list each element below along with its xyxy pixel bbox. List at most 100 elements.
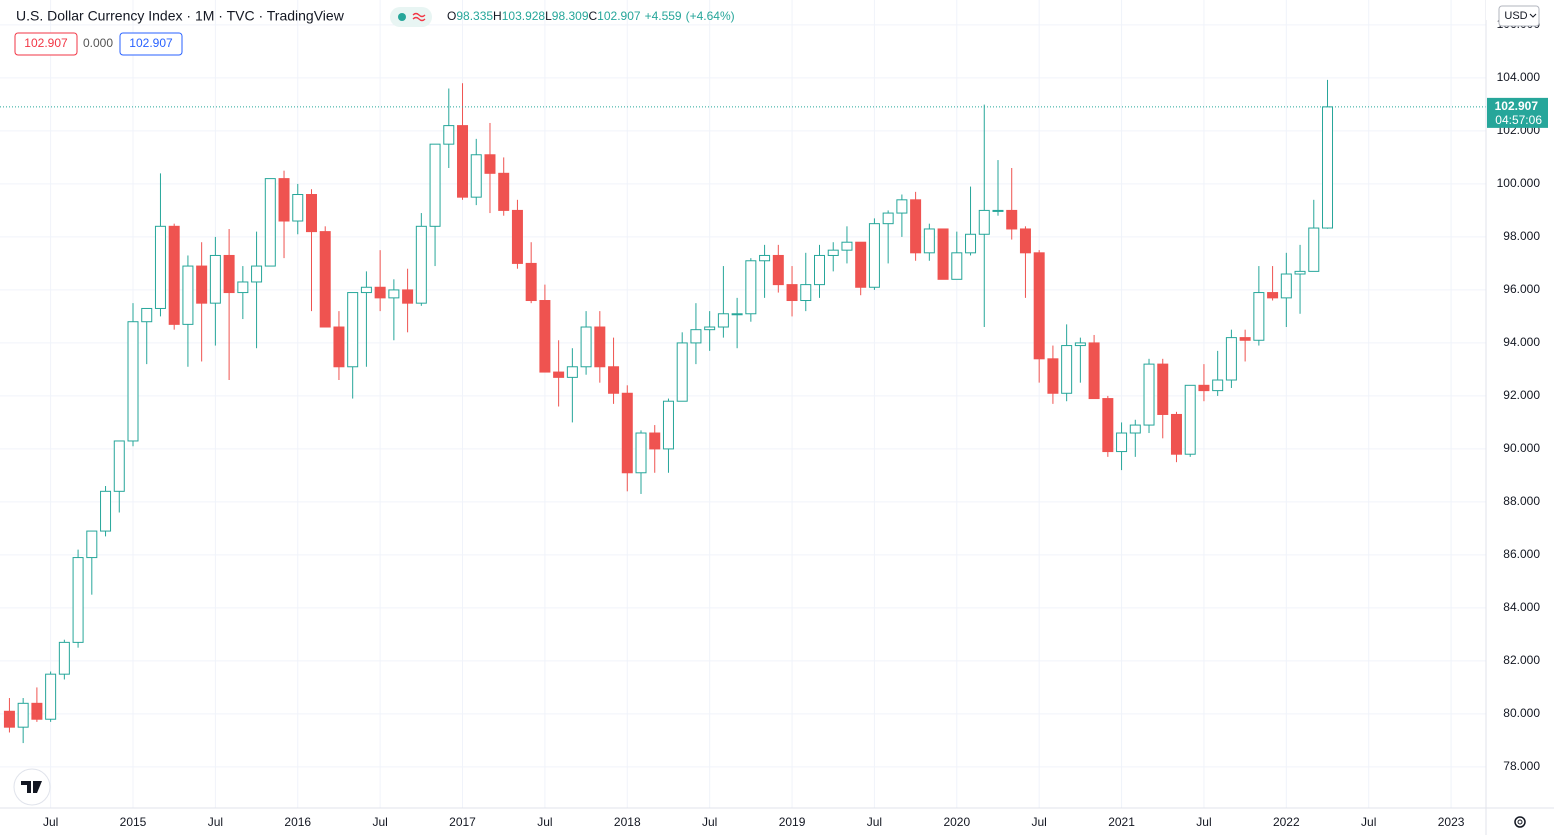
candle-body bbox=[1102, 398, 1114, 453]
candle-body bbox=[745, 260, 757, 315]
candle-body bbox=[1047, 358, 1059, 394]
value-box-label: 0.000 bbox=[83, 36, 113, 50]
x-tick-label: 2015 bbox=[120, 815, 147, 829]
candle-body bbox=[965, 233, 977, 254]
candle-body bbox=[223, 254, 235, 294]
candle-body bbox=[1267, 292, 1279, 299]
y-tick-label: 100.000 bbox=[1497, 176, 1541, 190]
x-tick-label: Jul bbox=[537, 815, 552, 829]
y-tick-label: 90.000 bbox=[1503, 441, 1540, 455]
candle-body bbox=[415, 225, 427, 304]
candle-body bbox=[196, 265, 208, 304]
candle-body bbox=[786, 284, 798, 302]
candle-body bbox=[594, 326, 606, 368]
y-tick-label: 96.000 bbox=[1503, 282, 1540, 296]
candle-body bbox=[209, 254, 221, 304]
candle-body bbox=[923, 228, 935, 254]
value-box bbox=[14, 32, 78, 56]
chart-title[interactable]: U.S. Dollar Currency Index · 1M · TVC · … bbox=[16, 8, 345, 24]
candle-body bbox=[388, 289, 400, 299]
y-tick-label: 84.000 bbox=[1503, 600, 1540, 614]
grid bbox=[0, 0, 1486, 808]
candle-body bbox=[690, 329, 702, 344]
y-tick-label: 94.000 bbox=[1503, 335, 1540, 349]
candle-body bbox=[1019, 228, 1031, 254]
candle-body bbox=[1129, 424, 1141, 434]
candle-body bbox=[1033, 252, 1045, 360]
candle-body bbox=[141, 307, 153, 323]
candle-body bbox=[882, 212, 894, 225]
axes: 78.000 80.000 82.000 84.000 86.000 88.000 90.0… bbox=[43, 17, 1548, 829]
last-price-box bbox=[1487, 97, 1548, 128]
candle-body bbox=[1088, 342, 1100, 400]
candle-body bbox=[498, 172, 510, 211]
candle-body bbox=[759, 254, 771, 262]
candle-body bbox=[168, 225, 180, 325]
candle-body bbox=[937, 228, 949, 280]
candle-body bbox=[992, 209, 1004, 212]
status-icon bbox=[412, 12, 426, 22]
x-tick-label: Jul bbox=[1196, 815, 1211, 829]
candle-body bbox=[484, 154, 496, 174]
candle-body bbox=[347, 292, 359, 368]
value-box bbox=[119, 32, 183, 56]
x-tick-label: 2017 bbox=[449, 815, 476, 829]
candle-body bbox=[1294, 270, 1306, 275]
currency-button[interactable] bbox=[1498, 5, 1540, 27]
candle-body bbox=[429, 143, 441, 227]
x-tick-label: Jul bbox=[208, 815, 223, 829]
y-tick-label: 92.000 bbox=[1503, 388, 1540, 402]
y-tick-label: 86.000 bbox=[1503, 547, 1540, 561]
candle-body bbox=[278, 178, 290, 222]
candle-body bbox=[374, 286, 386, 299]
value-box-label: 102.907 bbox=[24, 36, 68, 50]
candle-body bbox=[1157, 363, 1169, 415]
currency-label: USD bbox=[1504, 10, 1527, 22]
candle-body bbox=[292, 194, 304, 222]
candle-body bbox=[800, 284, 812, 302]
candle-body bbox=[113, 440, 125, 492]
candle-body bbox=[525, 262, 537, 302]
candle-body bbox=[333, 326, 345, 368]
candle-body bbox=[1170, 413, 1182, 455]
ohlc-value: 102.907 bbox=[597, 9, 641, 23]
candle-body bbox=[608, 366, 620, 394]
x-tick-label: 2021 bbox=[1108, 815, 1135, 829]
candle-body bbox=[580, 326, 592, 368]
x-tick-label: Jul bbox=[1361, 815, 1376, 829]
countdown-label: 04:57:06 bbox=[1495, 113, 1542, 127]
status-toggle[interactable] bbox=[390, 7, 432, 27]
y-tick-label: 80.000 bbox=[1503, 706, 1540, 720]
candle-body bbox=[402, 289, 414, 304]
candle-body bbox=[553, 371, 565, 378]
candle-body bbox=[470, 154, 482, 198]
settings-gear[interactable] bbox=[1514, 816, 1526, 828]
candle-body bbox=[841, 241, 853, 251]
x-tick-label: 2020 bbox=[943, 815, 970, 829]
change-value: +4.559 bbox=[645, 9, 682, 23]
candle-body bbox=[1280, 273, 1292, 299]
x-tick-label: Jul bbox=[43, 815, 58, 829]
candle-body bbox=[717, 313, 729, 328]
candle-body bbox=[1184, 384, 1196, 455]
candle-body bbox=[827, 249, 839, 256]
candle-body bbox=[868, 223, 880, 288]
candle-body bbox=[896, 199, 908, 214]
x-tick-label: 2019 bbox=[779, 815, 806, 829]
x-tick-label: 2018 bbox=[614, 815, 641, 829]
x-tick-label: 2022 bbox=[1273, 815, 1300, 829]
ohlc-label: C bbox=[589, 9, 598, 23]
candle-body bbox=[814, 254, 825, 286]
candle-body bbox=[3, 710, 15, 728]
candle-body bbox=[251, 265, 263, 283]
x-tick-label: Jul bbox=[1032, 815, 1047, 829]
header: U.S. Dollar Currency Index · 1M · TVC · … bbox=[14, 5, 1540, 56]
candle-body bbox=[731, 313, 743, 316]
ohlc-label: H bbox=[493, 9, 502, 23]
candle-body bbox=[1116, 432, 1128, 453]
tv-logo[interactable] bbox=[13, 768, 51, 806]
candle-body bbox=[31, 702, 43, 720]
ohlc-value: 103.928 bbox=[502, 9, 546, 23]
